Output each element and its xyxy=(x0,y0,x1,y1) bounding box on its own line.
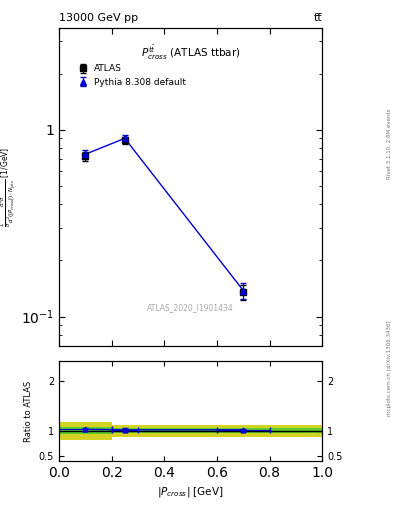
Text: 13000 GeV pp: 13000 GeV pp xyxy=(59,13,138,23)
Text: ATLAS_2020_I1901434: ATLAS_2020_I1901434 xyxy=(147,303,234,312)
Text: $P_{cross}^{t\bar{t}}$ (ATLAS ttbar): $P_{cross}^{t\bar{t}}$ (ATLAS ttbar) xyxy=(141,44,241,62)
Y-axis label: $\frac{1}{\sigma}\frac{d^2\sigma}{d^2\left(|P_{cross}|\right)\cdot N_{jets}}$ [1: $\frac{1}{\sigma}\frac{d^2\sigma}{d^2\le… xyxy=(0,147,18,227)
Text: Rivet 3.1.10, 2.8M events: Rivet 3.1.10, 2.8M events xyxy=(387,108,391,179)
X-axis label: $|P_{cross}|$ [GeV]: $|P_{cross}|$ [GeV] xyxy=(157,485,224,499)
Text: tt̅: tt̅ xyxy=(314,13,322,23)
Text: mcplots.cern.ch [arXiv:1306.3436]: mcplots.cern.ch [arXiv:1306.3436] xyxy=(387,321,391,416)
Y-axis label: Ratio to ATLAS: Ratio to ATLAS xyxy=(24,380,33,441)
Legend: ATLAS, Pythia 8.308 default: ATLAS, Pythia 8.308 default xyxy=(77,65,186,87)
